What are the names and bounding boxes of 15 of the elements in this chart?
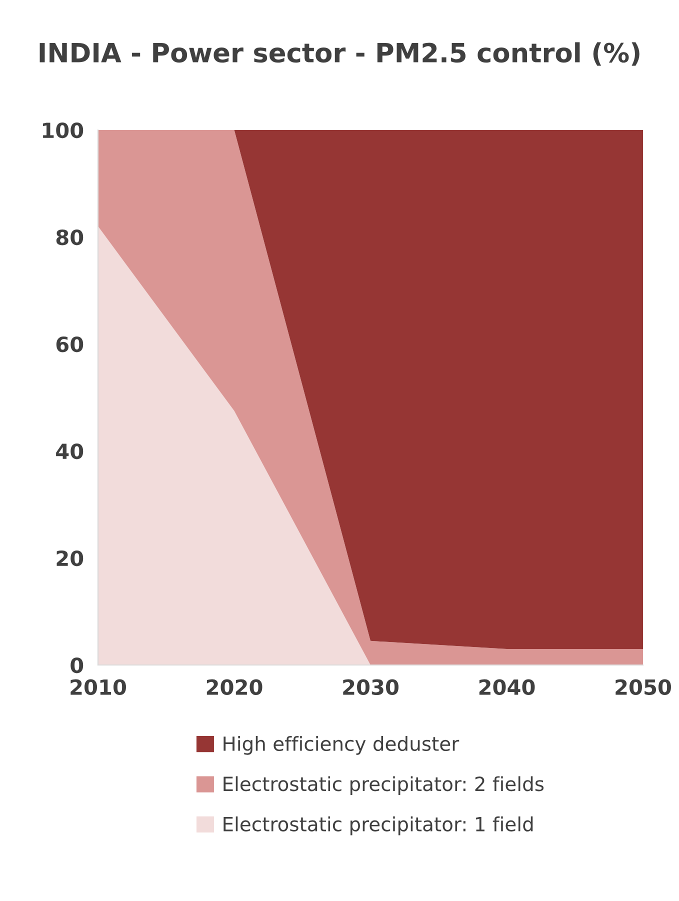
- x-tick-label: 2010: [70, 679, 126, 696]
- x-tick-label: 2040: [479, 679, 535, 696]
- chart-title: INDIA - Power sector - PM2.5 control (%): [40, 42, 640, 66]
- y-tick-label: 40: [56, 443, 84, 460]
- x-tick-label: 2020: [206, 679, 262, 696]
- x-tick-label: 2030: [343, 679, 398, 696]
- legend-label: Electrostatic precipitator: 2 fields: [224, 776, 544, 796]
- y-tick-label: 100: [42, 122, 84, 138]
- y-tick-label: 80: [56, 229, 84, 246]
- y-tick-label: 60: [56, 336, 84, 352]
- legend-label: High efficiency deduster: [224, 736, 460, 755]
- y-tick-label: 0: [70, 657, 84, 674]
- legend-label: Electrostatic precipitator: 1 field: [224, 816, 533, 836]
- x-tick-label: 2050: [616, 679, 671, 696]
- y-tick-label: 20: [56, 550, 84, 566]
